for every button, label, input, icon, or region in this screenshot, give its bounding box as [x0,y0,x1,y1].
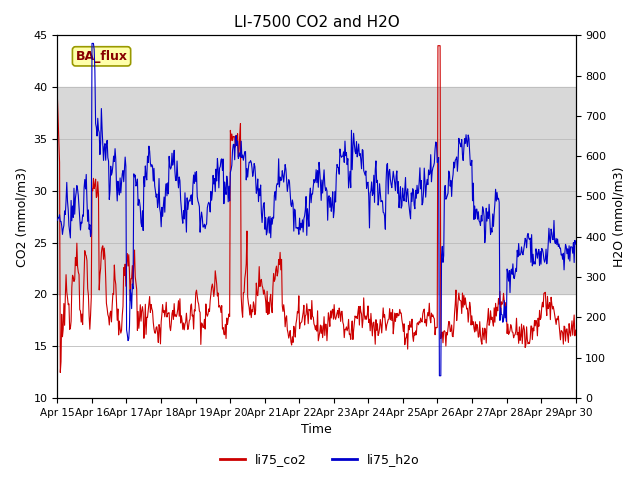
Y-axis label: H2O (mmol/m3): H2O (mmol/m3) [612,167,625,267]
Bar [58,87,575,294]
Legend: li75_co2, li75_h2o: li75_co2, li75_h2o [215,448,425,471]
X-axis label: Time: Time [301,423,332,436]
Title: LI-7500 CO2 and H2O: LI-7500 CO2 and H2O [234,15,399,30]
Y-axis label: CO2 (mmol/m3): CO2 (mmol/m3) [15,167,28,266]
Text: BA_flux: BA_flux [76,50,127,63]
